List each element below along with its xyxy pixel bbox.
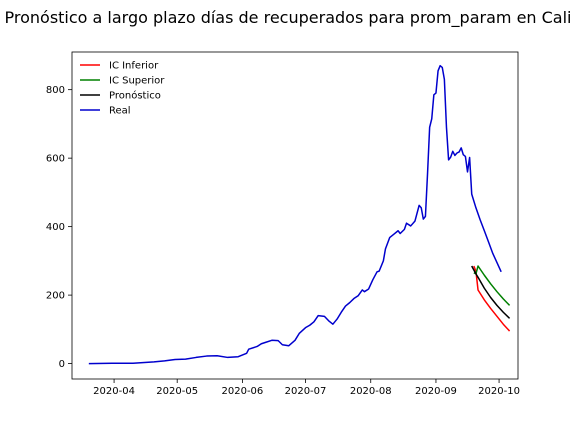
y-tick-label: 600: [46, 154, 65, 165]
x-tick-label: 2020-06: [222, 386, 264, 397]
series-line-3: [88, 64, 502, 365]
x-axis: 2020-04 2020-05 2020-06 2020-07 2020-08 2020-…: [93, 379, 520, 397]
legend-label: IC Inferior: [109, 61, 159, 72]
legend-label: Real: [109, 106, 131, 117]
series-line-2: [471, 265, 511, 319]
y-tick-label: 400: [46, 222, 65, 233]
y-tick-label: 200: [46, 291, 65, 302]
chart-title: Pronóstico a largo plazo días de recuper…: [5, 8, 572, 28]
y-axis: 0 200 400 600 800: [46, 85, 72, 370]
series-layer: [88, 64, 511, 365]
x-tick-label: 2020-08: [350, 386, 392, 397]
series-line-1: [473, 265, 511, 306]
x-tick-label: 2020-04: [93, 386, 135, 397]
plot-frame: [71, 51, 519, 380]
legend-label: Pronóstico: [109, 90, 161, 102]
legend: IC Inferior IC Superior Pronóstico Real: [80, 61, 165, 117]
x-tick-label: 2020-07: [285, 386, 327, 397]
y-tick-label: 800: [46, 85, 65, 96]
legend-label: IC Superior: [109, 76, 165, 87]
x-tick-label: 2020-10: [478, 386, 520, 397]
x-tick-label: 2020-05: [156, 386, 198, 397]
x-tick-label: 2020-09: [415, 386, 457, 397]
y-tick-label: 0: [59, 359, 65, 370]
